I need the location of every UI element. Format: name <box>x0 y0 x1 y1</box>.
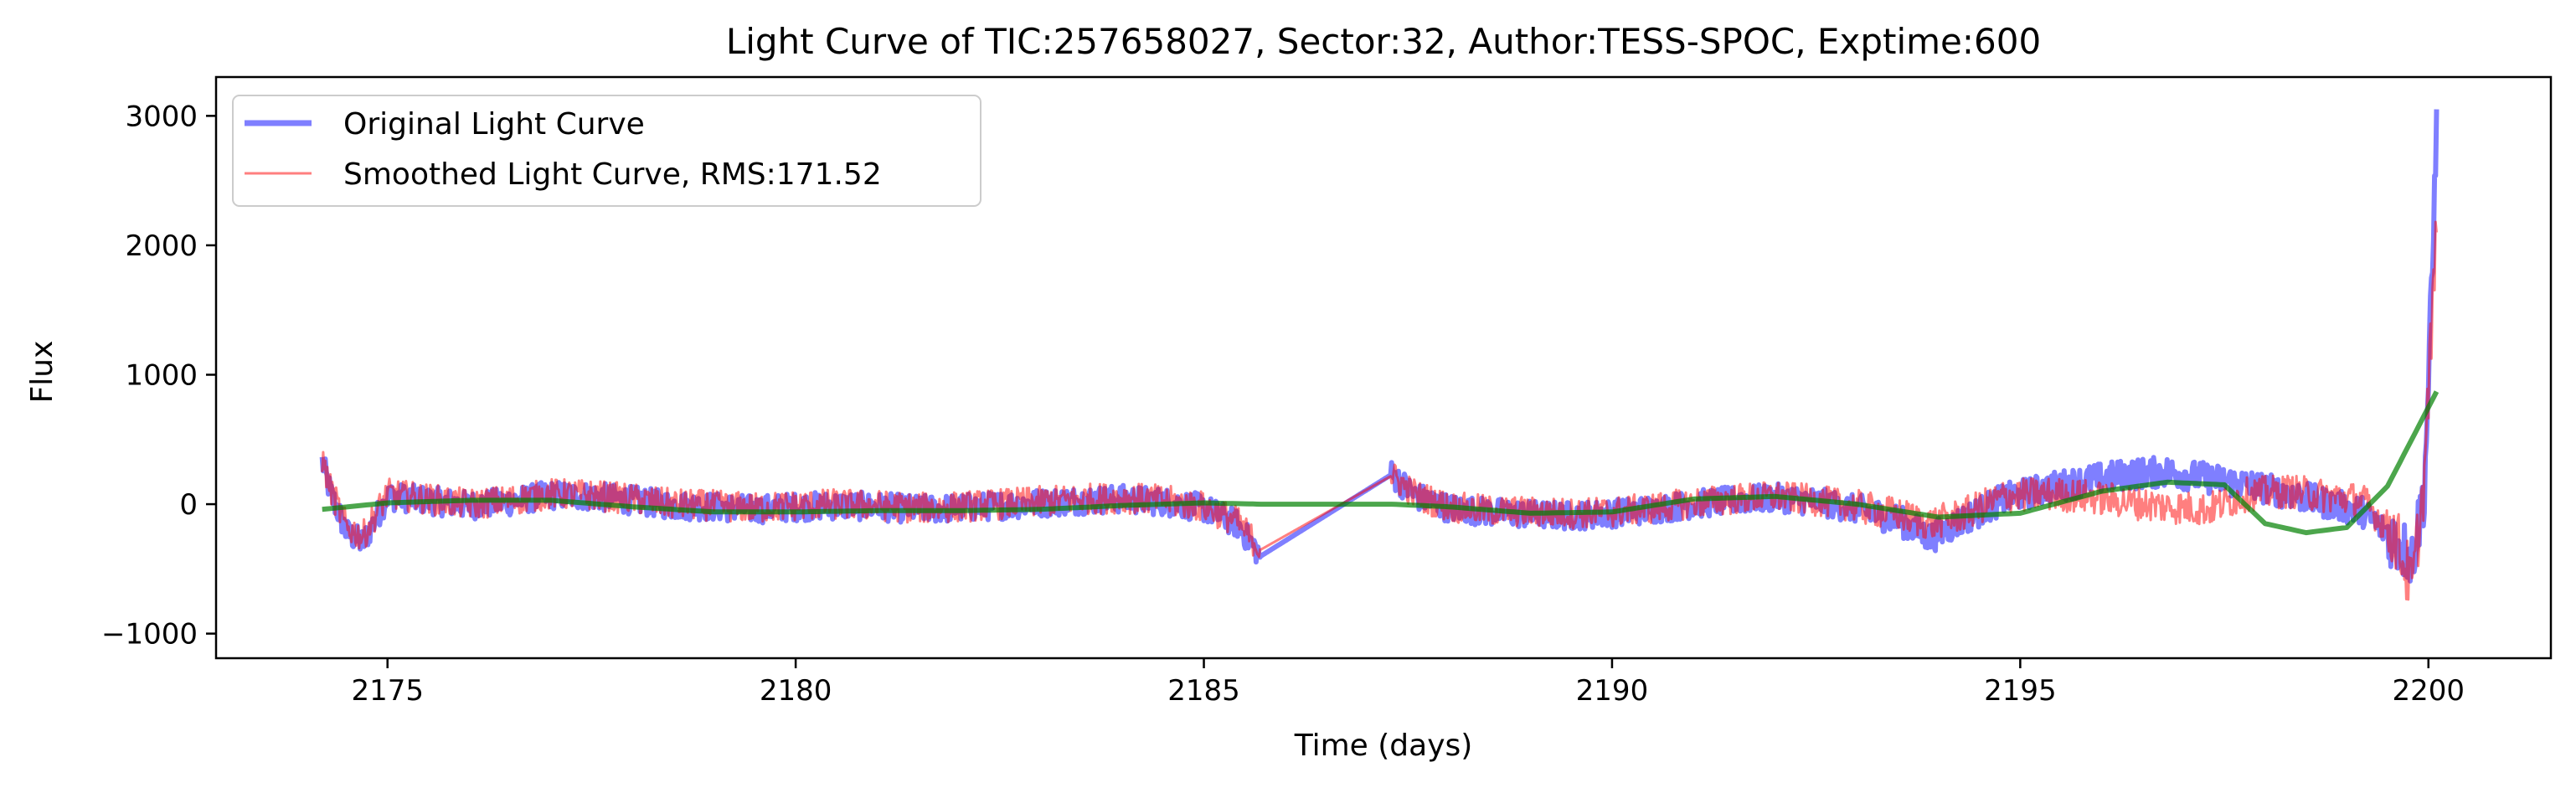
legend-label: Original Light Curve <box>343 107 645 142</box>
x-axis: 2175 2180 2185 2190 2195 2200 <box>351 658 2465 708</box>
y-tick-label: −1000 <box>101 618 198 652</box>
plot-frame <box>214 75 2553 660</box>
y-tick-label: 3000 <box>125 100 198 133</box>
legend: Original Light Curve Smoothed Light Curve… <box>232 95 981 207</box>
series-line-1 <box>321 220 2438 601</box>
y-tick-label: 1000 <box>125 359 198 393</box>
x-tick-label: 2195 <box>1984 674 2057 708</box>
x-tick-label: 2180 <box>760 674 832 708</box>
y-axis: −1000 0 1000 2000 3000 <box>101 100 216 652</box>
x-tick-label: 2185 <box>1167 674 1240 708</box>
y-tick-label: 0 <box>179 488 198 522</box>
x-axis-label: Time (days) <box>1294 729 1473 763</box>
chart-title: Light Curve of TIC:257658027, Sector:32,… <box>726 21 2041 62</box>
series-line-2 <box>322 390 2439 536</box>
series-layer <box>319 109 2439 601</box>
y-tick-label: 2000 <box>125 229 198 263</box>
legend-label: Smoothed Light Curve, RMS:171.52 <box>343 157 882 192</box>
x-tick-label: 2200 <box>2393 674 2465 708</box>
y-axis-label: Flux <box>25 341 59 404</box>
legend-box <box>232 95 981 207</box>
x-tick-label: 2175 <box>351 674 424 708</box>
x-tick-label: 2190 <box>1576 674 1649 708</box>
